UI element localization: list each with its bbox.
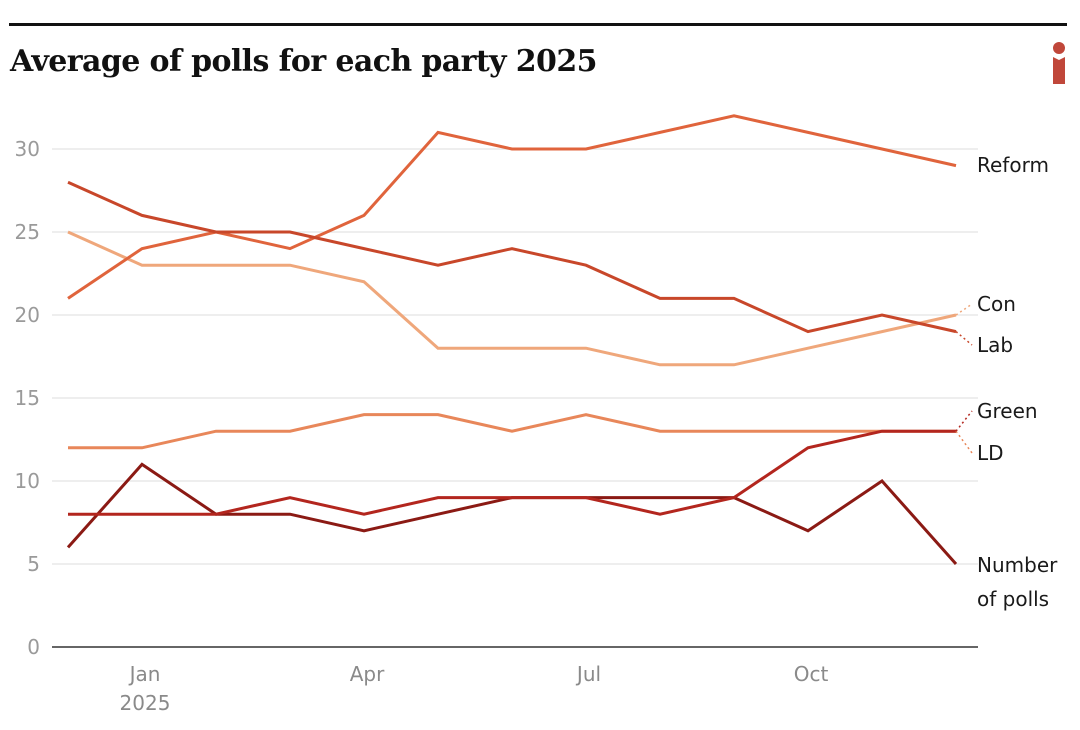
y-tick-label: 10 [15,469,40,493]
series-labels: Reform Lab Con LD Green Number of polls [955,153,1058,611]
gridlines [52,148,978,648]
series-line-lab [67,180,957,334]
y-tick-label: 15 [15,386,40,410]
top-rule [9,23,1067,26]
series-label-number-of-polls: Number [977,553,1058,577]
leader-line-lab [955,331,973,346]
series-line-green [68,429,956,516]
series-label-green: Green [977,399,1038,423]
leader-line-green [955,410,973,432]
x-tick-label: Oct [794,662,829,686]
y-tick-label: 0 [27,635,40,659]
x-tick-label: Jan [128,662,161,686]
y-tick-label: 20 [15,303,40,327]
y-tick-label: 5 [27,552,40,576]
series-label-ld: LD [977,441,1004,465]
y-tick-label: 25 [15,220,40,244]
leader-line-ld [955,430,973,454]
series-line-con [67,230,957,367]
y-axis-ticks: 0 5 10 15 20 25 30 [15,137,40,659]
series-label-lab: Lab [977,333,1013,357]
chart-title: Average of polls for each party 2025 [10,44,597,79]
x-tick-label: Jul [575,662,601,686]
x-axis-ticks: Jan 2025 Apr Jul Oct [120,662,829,715]
series-line-ld [68,413,956,450]
series-lines [66,114,958,565]
series-label-reform: Reform [977,153,1049,177]
i-logo-icon [1053,42,1065,84]
series-label-con: Con [977,292,1016,316]
x-tick-sublabel: 2025 [120,691,171,715]
y-tick-label: 30 [15,137,40,161]
x-tick-label: Apr [350,662,385,686]
series-line-reform [67,114,957,300]
leader-line-con [955,303,973,316]
series-label-number-of-polls: of polls [977,587,1049,611]
